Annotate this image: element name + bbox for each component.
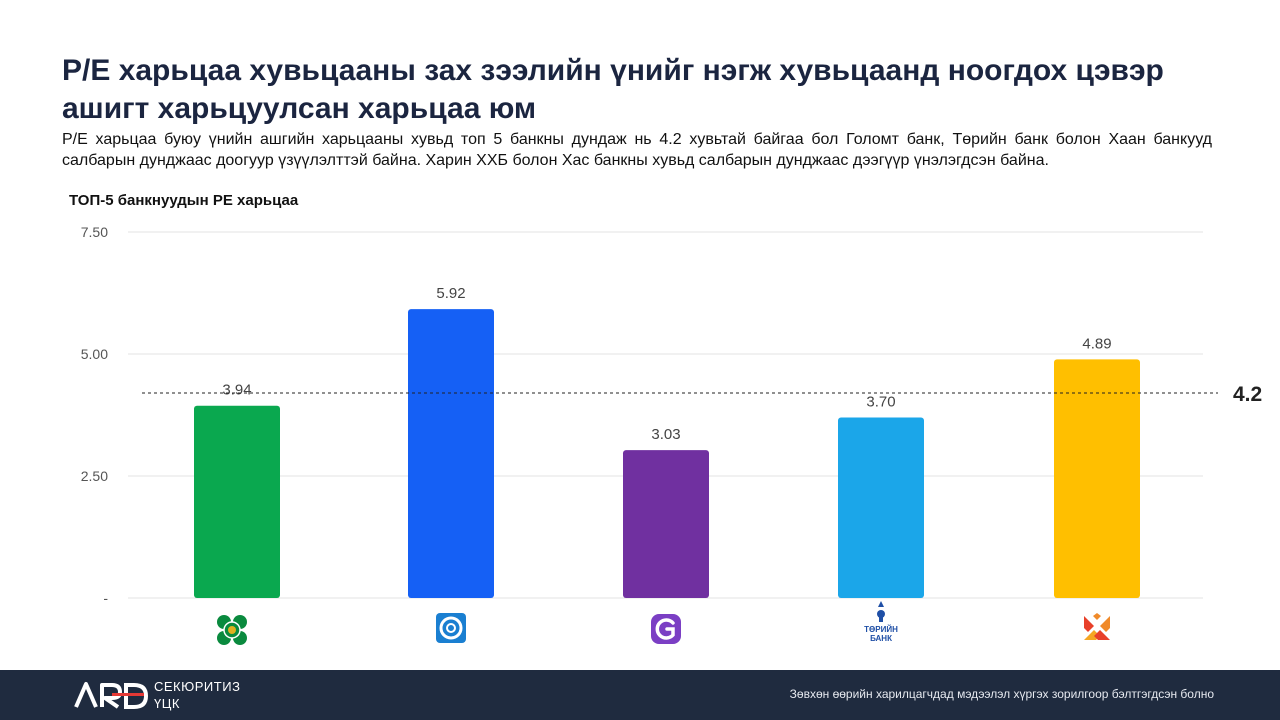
y-axis-ticks: - 2.50 5.00 7.50 xyxy=(81,224,109,606)
bar-value-label: 3.03 xyxy=(651,426,680,443)
xac-bank-logo xyxy=(1084,613,1110,640)
data-labels: 3.94 5.92 3.03 3.70 4.89 xyxy=(222,285,1111,443)
turiin-logo-text2: БАНК xyxy=(870,634,892,643)
reference-line: 4.2 xyxy=(142,383,1262,406)
bar-value-label: 3.70 xyxy=(866,393,895,410)
page-description: P/E харьцаа буюу үнийн ашгийн харьцааны … xyxy=(62,131,1212,169)
bar-chart: - 2.50 5.00 7.50 3.94 5.92 3.03 3.70 4.89 4.2 xyxy=(81,224,1262,645)
bar-value-label: 3.94 xyxy=(222,382,251,399)
bar-xac-bank xyxy=(1054,359,1140,598)
bar-value-label: 5.92 xyxy=(436,285,465,302)
y-tick-label: 2.50 xyxy=(81,468,108,484)
tdb-logo xyxy=(651,614,681,644)
y-tick-label: 7.50 xyxy=(81,224,108,240)
bar-turiin-bank xyxy=(838,417,924,598)
ard-logo-icon xyxy=(74,682,148,709)
bar-value-label: 4.89 xyxy=(1082,335,1111,352)
footer: СЕКЮРИТИЗ ҮЦК Зөвхөн өөрийн харилцагчдад… xyxy=(0,670,1280,720)
footer-brand-line1: СЕКЮРИТИЗ xyxy=(154,679,241,694)
bar-tdb xyxy=(623,450,709,598)
page-title: P/E харьцаа хувьцааны зах зээлийн үнийг … xyxy=(62,54,1164,125)
y-tick-label: - xyxy=(103,590,108,606)
y-tick-label: 5.00 xyxy=(81,346,108,362)
average-line-label: 4.2 xyxy=(1233,383,1262,406)
bars xyxy=(194,309,1140,598)
bar-khan-bank xyxy=(194,405,280,598)
turiin-logo-text1: ТӨРИЙН xyxy=(864,625,898,634)
turiin-bank-logo: ТӨРИЙН БАНК xyxy=(864,601,898,643)
bar-golomt-bank xyxy=(408,309,494,598)
khan-bank-logo xyxy=(217,615,247,645)
category-logos: ТӨРИЙН БАНК xyxy=(217,601,1110,645)
footer-brand-line2: ҮЦК xyxy=(154,696,180,711)
footer-disclaimer: Зөвхөн өөрийн харилцагчдад мэдээлэл хүрг… xyxy=(789,687,1214,701)
chart-title: ТОП-5 банкнуудын PE харьцаа xyxy=(69,192,299,209)
golomt-bank-logo xyxy=(436,613,466,643)
